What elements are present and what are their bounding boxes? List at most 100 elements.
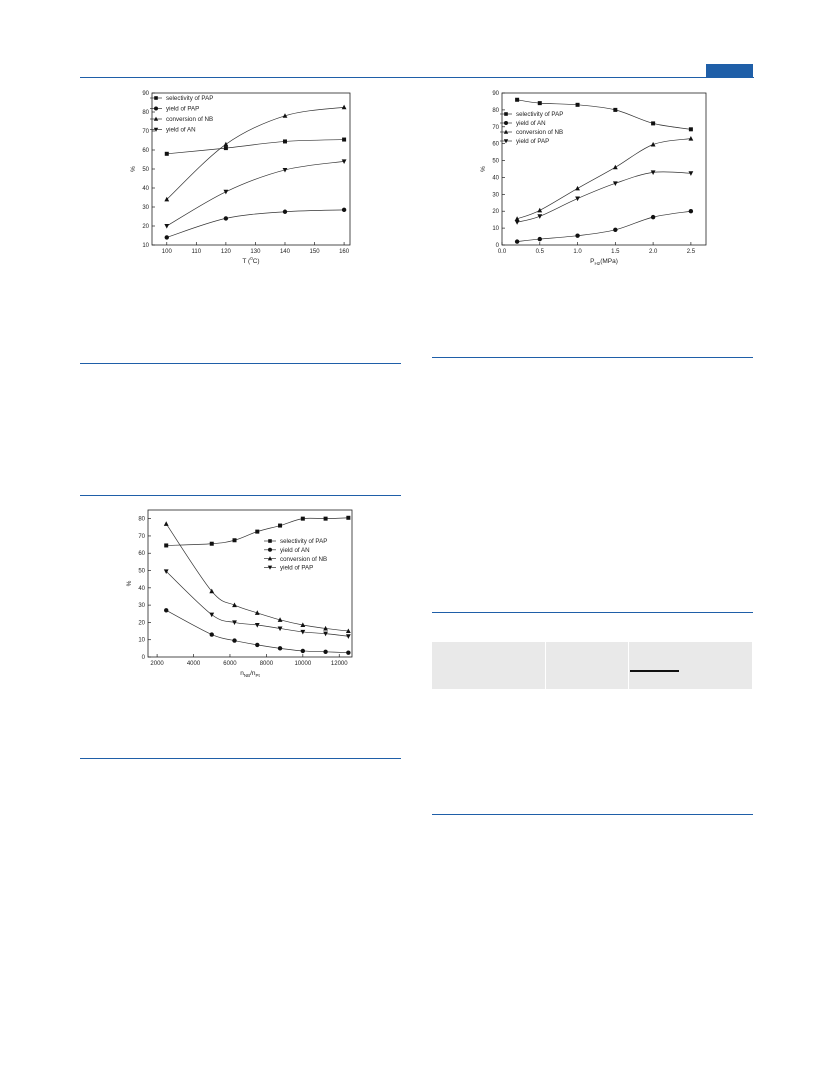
- chart-svg: 100 110 120 130 140 150 160 10 20 30 40 50 60 70 80 90%…: [130, 91, 351, 265]
- series-line: [166, 139, 345, 155]
- x-tick-label: 0.5: [536, 249, 545, 255]
- y-tick-label: 60: [492, 142, 499, 148]
- data-point: [223, 141, 229, 147]
- data-point: [300, 648, 306, 654]
- data-point: [575, 102, 580, 107]
- series-line: [165, 571, 349, 637]
- section-rule: [432, 814, 753, 816]
- data-point: [209, 612, 215, 618]
- legend-label: selectivity of PAP: [280, 538, 327, 545]
- data-point: [323, 516, 328, 521]
- x-tick-label: 1.0: [573, 249, 582, 255]
- data-point: [650, 214, 656, 220]
- data-point: [164, 151, 169, 156]
- data-point: [688, 171, 694, 176]
- chart-temperature: 100 110 120 130 140 150 160 10 20 30 40 50 60 70 80 90%…: [125, 88, 355, 273]
- y-tick-label: 20: [138, 620, 145, 626]
- data-point: [300, 622, 306, 628]
- legend-label: conversion of NB: [516, 129, 563, 136]
- y-tick-label: 80: [138, 517, 145, 523]
- y-tick-label: 10: [492, 226, 499, 232]
- series-line: [166, 106, 345, 200]
- series: [514, 136, 694, 221]
- series-line: [516, 138, 691, 220]
- data-point: [223, 189, 229, 195]
- section-rule: [432, 357, 753, 359]
- table-column-divider: [545, 642, 546, 689]
- x-tick-label: 6000: [223, 661, 237, 667]
- series: [164, 159, 347, 229]
- x-axis-label: PH2(MPa): [590, 258, 618, 266]
- x-tick-label: 120: [221, 249, 232, 255]
- data-point: [346, 515, 351, 520]
- chart-pressure: 0.0 0.5 1.0 1.5 2.0 2.5 0 10 20 30 40 50 60 70 80 90% PH…: [478, 88, 710, 273]
- legend-label: yield of AN: [166, 127, 196, 134]
- data-point: [164, 235, 169, 240]
- series-line: [517, 99, 691, 130]
- data-point: [232, 620, 237, 626]
- series: [515, 97, 693, 132]
- data-point: [345, 634, 351, 639]
- x-axis-label: nNB/nPt: [240, 670, 260, 678]
- series: [164, 207, 347, 240]
- x-tick-label: 150: [310, 249, 321, 255]
- data-point: [537, 236, 542, 242]
- data-point: [232, 602, 237, 608]
- y-tick-label: 80: [142, 110, 149, 116]
- data-point: [232, 538, 237, 543]
- section-rule: [80, 363, 401, 365]
- x-tick-label: 130: [250, 249, 261, 255]
- data-point: [514, 239, 520, 244]
- data-point: [342, 137, 347, 142]
- data-point: [254, 610, 260, 615]
- data-point: [341, 159, 347, 164]
- legend-marker: [153, 116, 159, 121]
- series-line: [517, 171, 691, 223]
- data-point: [254, 623, 260, 628]
- data-point: [300, 629, 306, 635]
- y-tick-label: 0: [496, 243, 500, 249]
- y-tick-label: 10: [138, 638, 145, 644]
- data-point: [514, 220, 520, 225]
- legend-marker: [503, 129, 509, 134]
- series-line: [166, 209, 345, 238]
- legend-marker: [154, 106, 158, 111]
- series: [164, 104, 347, 202]
- data-point: [209, 541, 214, 546]
- y-tick-label: 80: [492, 108, 499, 114]
- section-rule: [80, 495, 401, 497]
- x-tick-label: 140: [280, 249, 291, 255]
- x-tick-label: 12000: [331, 661, 348, 667]
- data-point: [323, 631, 328, 637]
- y-tick-label: 40: [142, 186, 149, 192]
- data-point: [232, 638, 237, 643]
- data-point: [278, 523, 283, 528]
- plot-frame: [501, 92, 707, 246]
- data-point: [282, 139, 287, 144]
- y-tick-label: 0: [142, 655, 146, 661]
- y-tick-label: 30: [138, 603, 145, 609]
- data-point: [341, 104, 347, 110]
- x-axis-label: T (0C): [242, 256, 259, 265]
- series-line: [517, 210, 691, 242]
- x-tick-label: 0.0: [498, 249, 507, 255]
- legend-label: conversion of NB: [166, 116, 213, 123]
- data-point: [223, 216, 229, 221]
- x-tick-label: 1.5: [611, 249, 620, 255]
- legend-label: selectivity of PAP: [166, 95, 213, 102]
- legend-marker: [504, 112, 508, 116]
- data-point: [277, 617, 283, 622]
- y-tick-label: 50: [492, 159, 499, 165]
- data-point: [323, 649, 328, 655]
- y-tick-label: 10: [142, 243, 149, 249]
- legend-label: conversion of NB: [280, 556, 327, 563]
- series: [514, 170, 694, 225]
- data-point: [688, 209, 694, 214]
- y-tick-label: 70: [138, 534, 145, 540]
- x-tick-label: 10000: [294, 661, 311, 667]
- legend-label: yield of PAP: [166, 106, 199, 113]
- series: [164, 608, 351, 655]
- data-point: [688, 136, 694, 141]
- data-point: [164, 196, 170, 202]
- data-point: [537, 214, 543, 219]
